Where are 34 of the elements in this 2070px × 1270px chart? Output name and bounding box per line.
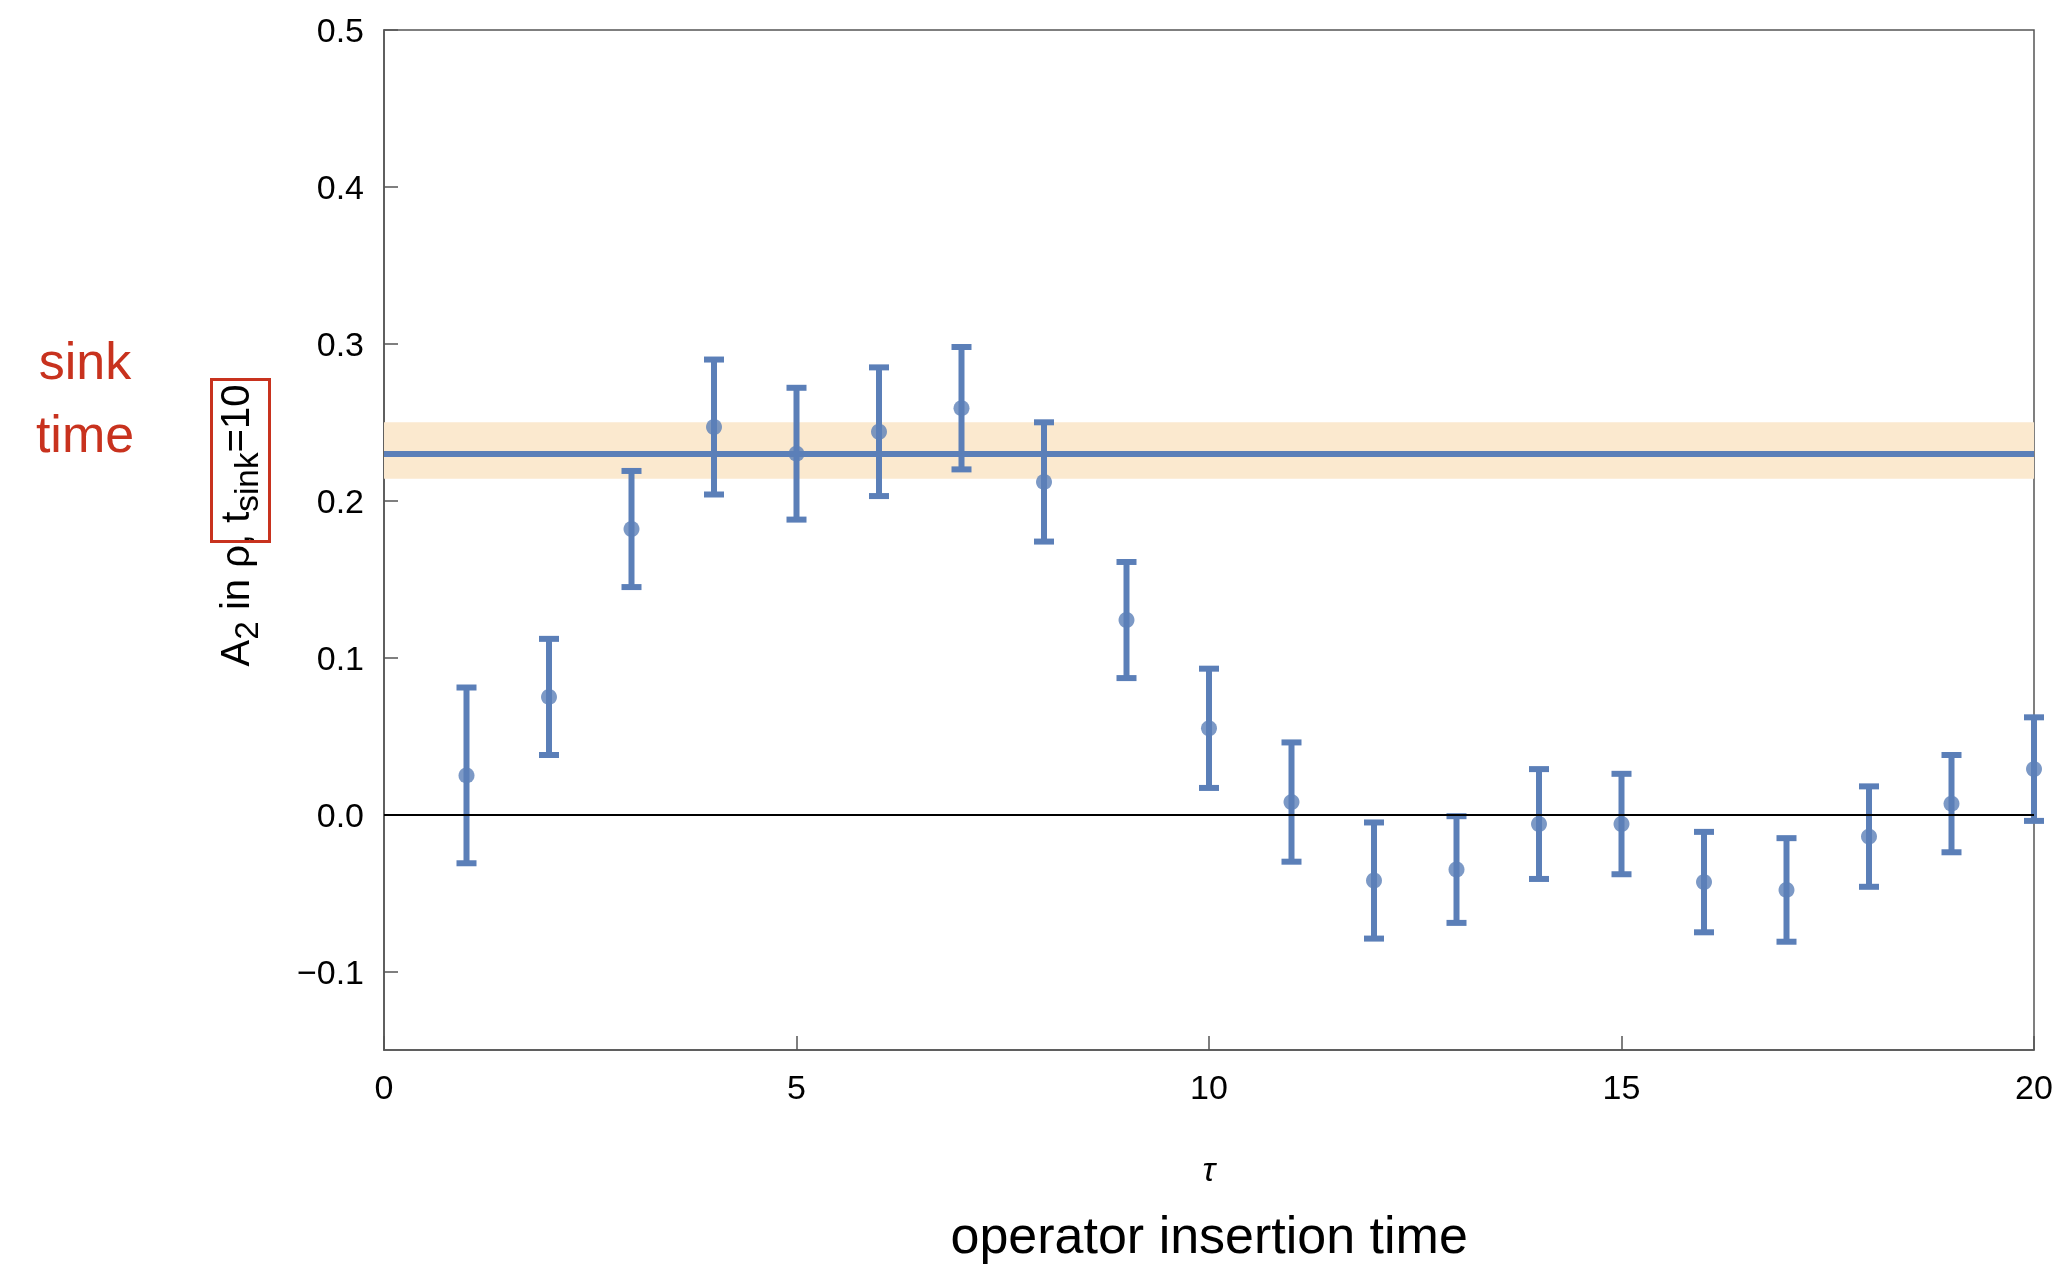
point: [1118, 612, 1135, 629]
point: [1778, 881, 1795, 898]
y-tick-label: 0.2: [316, 481, 364, 520]
x-tick-label: 0: [374, 1068, 394, 1106]
point: [953, 400, 970, 417]
x-tick-label: 20: [2015, 1068, 2053, 1106]
point: [1036, 473, 1052, 490]
y-tick-label: 0.5: [316, 11, 364, 49]
point: [623, 521, 640, 538]
point: [1366, 872, 1382, 889]
y-tick-label: 0.3: [316, 324, 364, 363]
y-tick-label: 0.0: [316, 795, 364, 834]
point: [2026, 761, 2042, 778]
point: [1448, 861, 1465, 878]
text: operator insertion time: [950, 1205, 1468, 1265]
x-tick-label: 5: [787, 1068, 806, 1106]
point: [1861, 828, 1877, 845]
point: [458, 767, 475, 784]
point: [871, 423, 887, 440]
x-tick-label: 15: [1602, 1068, 1641, 1106]
point: [1696, 874, 1712, 891]
point: [1201, 720, 1217, 737]
point: [1531, 816, 1547, 833]
y-tick-label: 0.4: [316, 167, 364, 206]
point: [1943, 795, 1960, 812]
x-tick-label: 10: [1190, 1068, 1228, 1106]
point: [1283, 794, 1300, 811]
point: [1613, 816, 1630, 833]
x-axis-title: τ: [1202, 1150, 1216, 1189]
y-tick-label: 0.1: [316, 638, 364, 677]
text: sink time: [34, 331, 136, 465]
point: [541, 688, 557, 705]
y-tick-label: −0.1: [296, 952, 364, 991]
point: [706, 419, 722, 436]
